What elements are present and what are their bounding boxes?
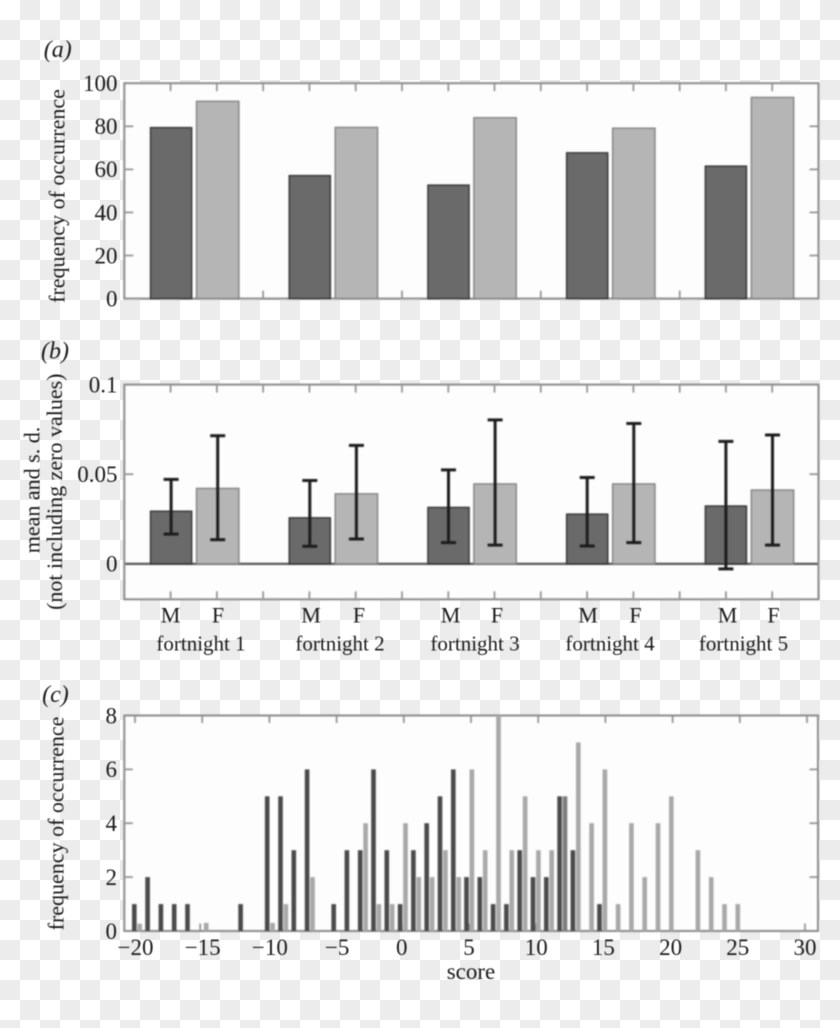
svg-text:score: score xyxy=(447,959,496,984)
svg-text:100: 100 xyxy=(83,71,118,96)
svg-text:0: 0 xyxy=(396,935,408,960)
svg-text:−15: −15 xyxy=(185,935,221,960)
svg-text:40: 40 xyxy=(95,200,118,225)
svg-text:M: M xyxy=(441,603,461,628)
svg-text:−20: −20 xyxy=(118,935,154,960)
svg-text:0.05: 0.05 xyxy=(77,462,117,487)
svg-text:−10: −10 xyxy=(252,935,288,960)
svg-text:fortnight 3: fortnight 3 xyxy=(430,632,519,656)
svg-text:6: 6 xyxy=(106,757,118,782)
svg-text:F: F xyxy=(767,603,779,628)
svg-text:0: 0 xyxy=(106,552,118,577)
svg-text:15: 15 xyxy=(592,935,615,960)
svg-text:5: 5 xyxy=(463,935,475,960)
svg-text:30: 30 xyxy=(794,935,817,960)
svg-text:M: M xyxy=(718,603,738,628)
svg-text:F: F xyxy=(629,603,641,628)
svg-text:M: M xyxy=(578,603,598,628)
svg-text:F: F xyxy=(491,603,503,628)
svg-text:0.1: 0.1 xyxy=(89,372,118,397)
svg-text:8: 8 xyxy=(106,703,118,728)
svg-text:−5: −5 xyxy=(325,935,349,960)
svg-text:(c): (c) xyxy=(42,682,69,708)
svg-text:F: F xyxy=(212,603,224,628)
svg-text:0: 0 xyxy=(106,286,118,311)
svg-text:0: 0 xyxy=(106,919,118,944)
svg-text:20: 20 xyxy=(659,935,682,960)
svg-text:2: 2 xyxy=(106,865,118,890)
svg-text:frequency of occurrence: frequency of occurrence xyxy=(44,717,69,931)
svg-text:F: F xyxy=(353,603,365,628)
svg-text:M: M xyxy=(161,603,181,628)
svg-text:10: 10 xyxy=(525,935,548,960)
svg-text:(b): (b) xyxy=(41,339,69,365)
svg-text:4: 4 xyxy=(106,811,118,836)
svg-text:(not including zero values): (not including zero values) xyxy=(42,373,67,609)
svg-text:fortnight 5: fortnight 5 xyxy=(699,632,788,656)
svg-text:(a): (a) xyxy=(44,37,72,63)
svg-text:fortnight 2: fortnight 2 xyxy=(295,632,384,656)
svg-text:fortnight 1: fortnight 1 xyxy=(156,632,245,656)
svg-text:frequency of occurrence: frequency of occurrence xyxy=(45,89,70,303)
svg-text:80: 80 xyxy=(95,114,118,139)
svg-text:25: 25 xyxy=(726,935,749,960)
svg-text:M: M xyxy=(301,603,321,628)
svg-text:fortnight 4: fortnight 4 xyxy=(565,632,655,656)
svg-text:20: 20 xyxy=(95,243,118,268)
svg-text:60: 60 xyxy=(95,157,118,182)
svg-text:mean and s. d.: mean and s. d. xyxy=(20,427,45,553)
